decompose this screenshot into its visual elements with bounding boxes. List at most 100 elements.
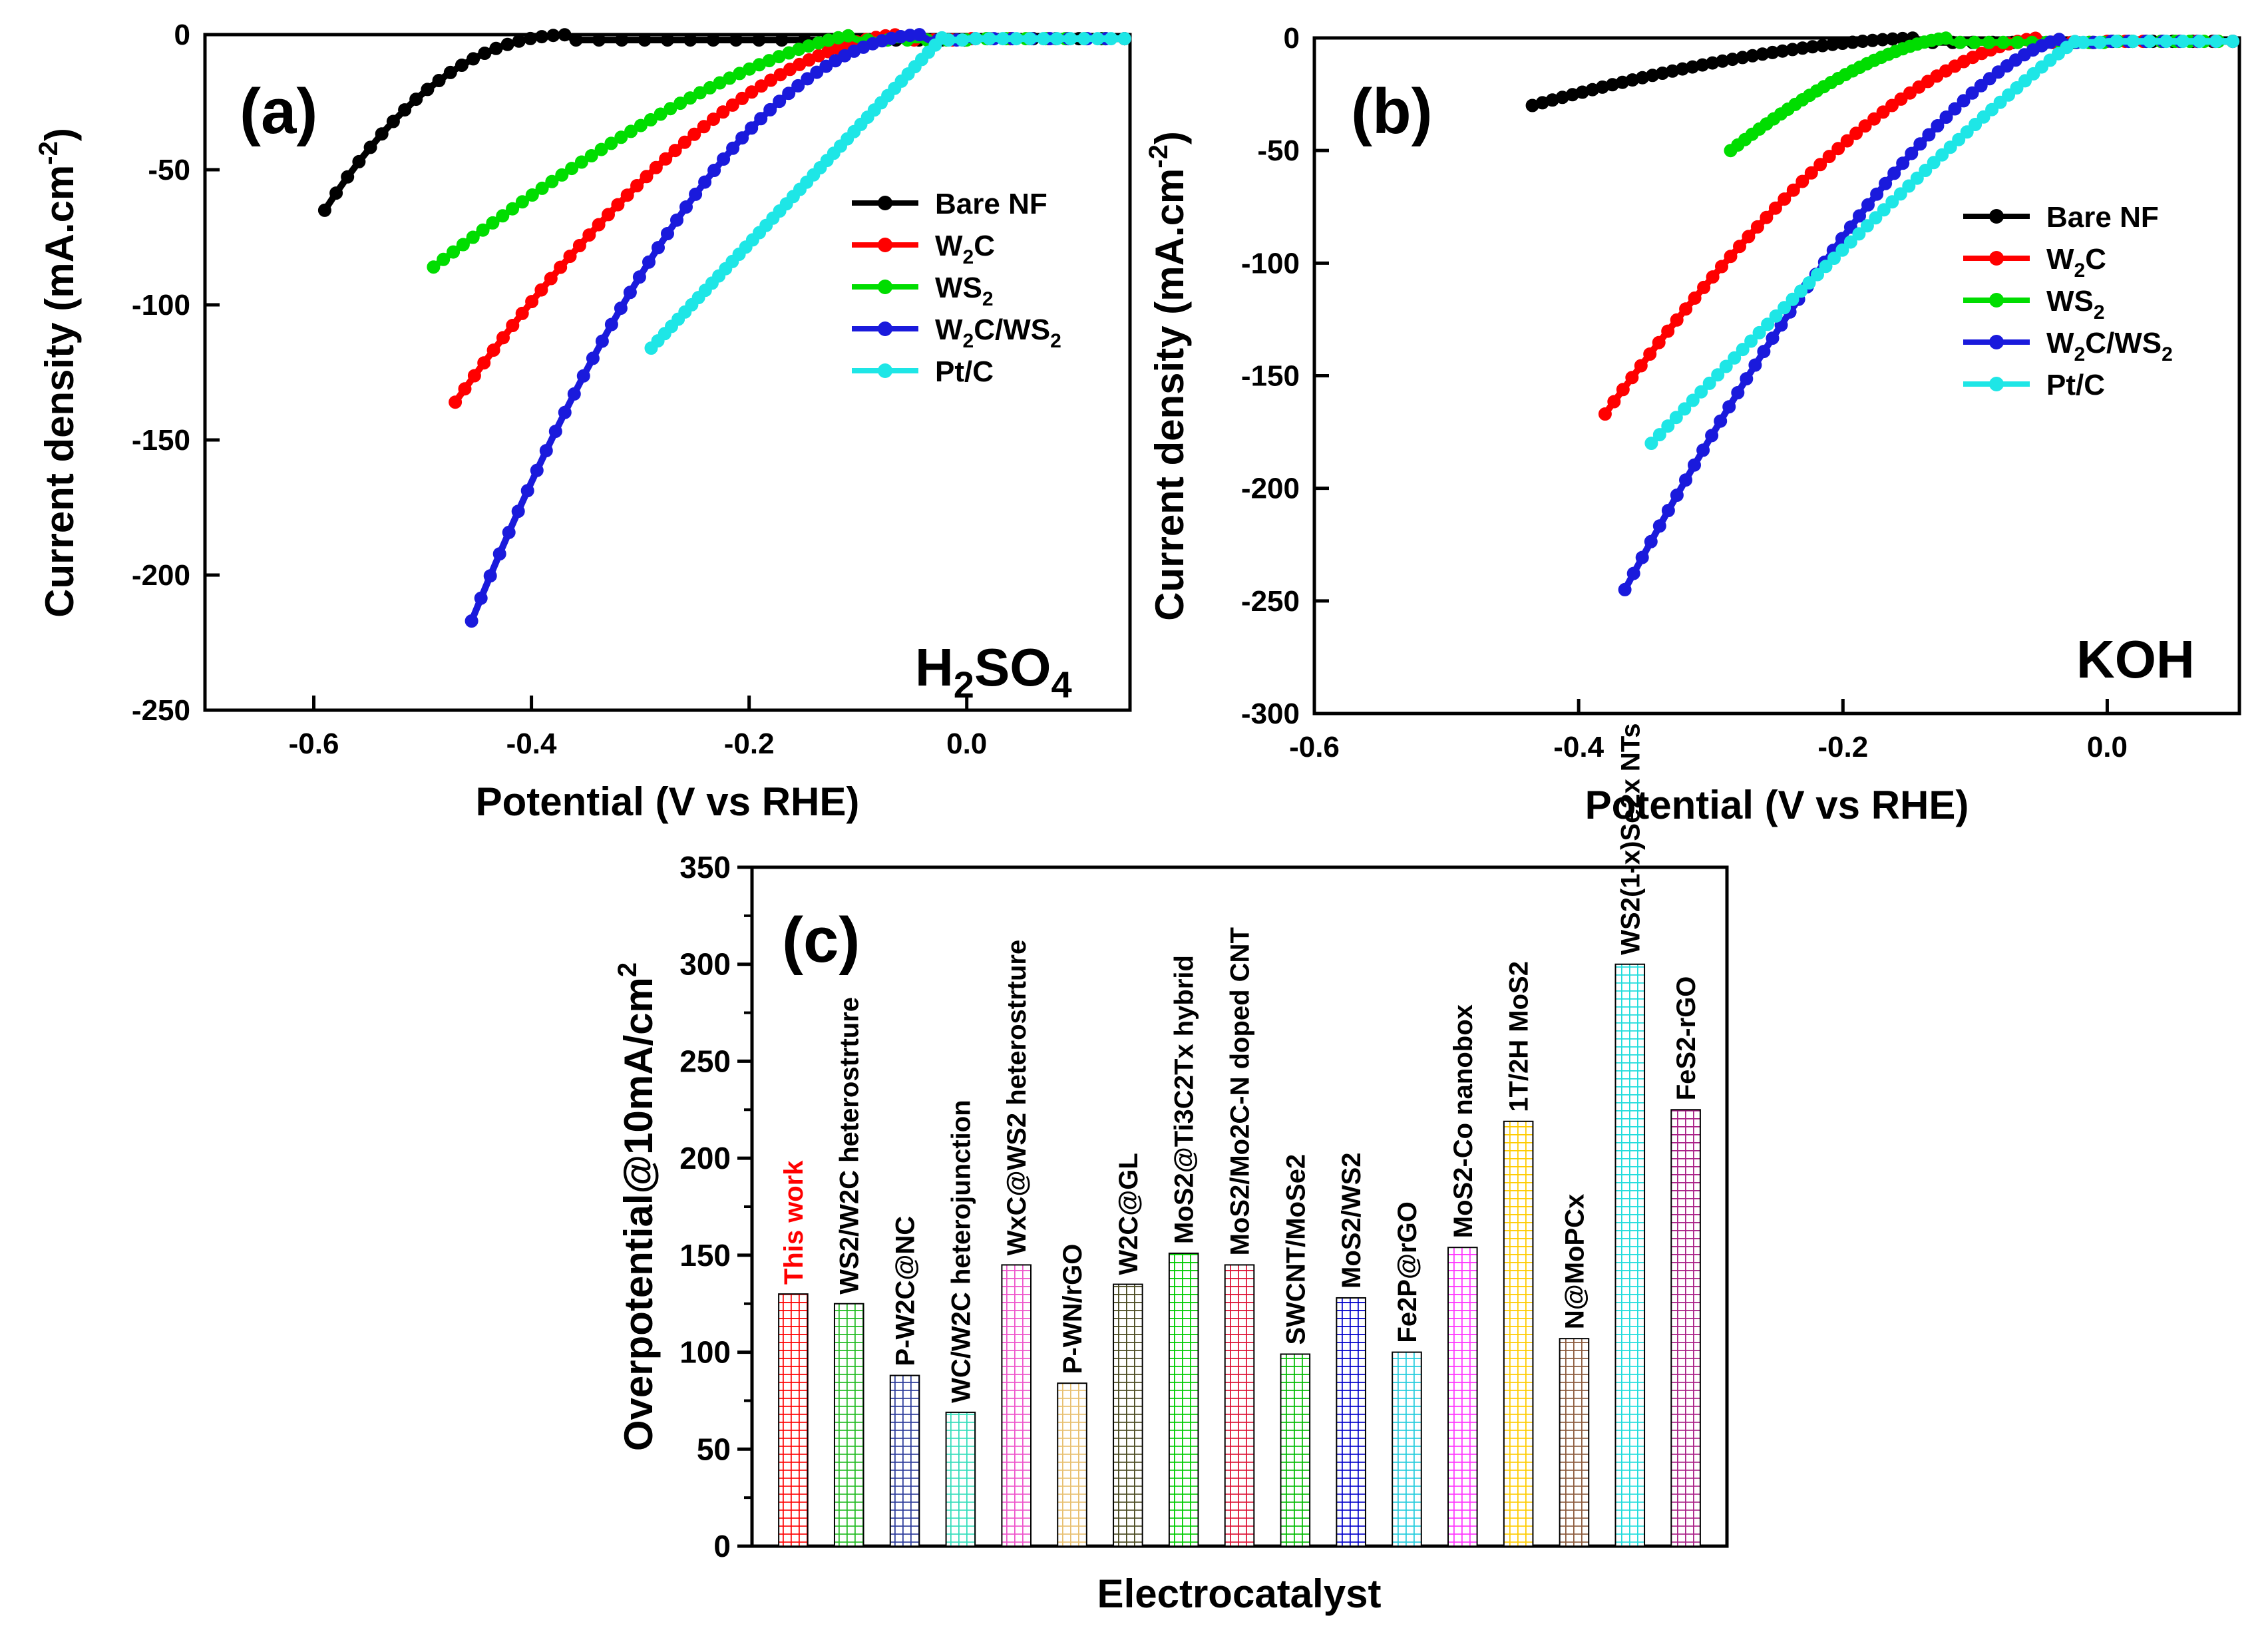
panel-b-legend-marker bbox=[1989, 377, 2004, 391]
panel-b-legend-label: Bare NF bbox=[2046, 201, 2159, 234]
panel-a-data-point bbox=[1023, 32, 1037, 46]
panel-a-y-tick-label: -50 bbox=[148, 154, 190, 186]
panel-a-data-point bbox=[644, 113, 658, 126]
panel-b-data-point bbox=[1778, 301, 1792, 315]
panel-b-data-point bbox=[1943, 140, 1957, 154]
panel-b-ylabel-main: Current density (mA.cm bbox=[1147, 168, 1192, 621]
panel-b-data-point bbox=[1705, 429, 1719, 443]
panel-a-data-point bbox=[955, 33, 969, 47]
panel-b-data-point bbox=[1661, 419, 1675, 433]
panel-b-data-point bbox=[1616, 383, 1630, 397]
panel-c-label: (c) bbox=[782, 905, 860, 976]
panel-a-data-point bbox=[791, 79, 805, 93]
panel-b-data-point bbox=[1827, 252, 1841, 265]
panel-a-data-point bbox=[466, 230, 480, 244]
panel-a-data-point bbox=[409, 93, 423, 106]
panel-a-data-point bbox=[611, 198, 625, 212]
panel-a-data-point bbox=[525, 188, 539, 202]
panel-b-data-point bbox=[2226, 35, 2240, 49]
legend-text-sub: 2 bbox=[963, 330, 974, 352]
panel-b-data-point bbox=[2110, 35, 2124, 49]
legend-text-main: W bbox=[935, 230, 963, 262]
panel-b-data-point bbox=[1679, 302, 1693, 316]
panel-b-data-point bbox=[1902, 179, 1916, 193]
panel-b-data-point bbox=[2010, 35, 2024, 49]
bar-label-p-w2c-nc: P-W2C@NC bbox=[891, 1216, 920, 1366]
panel-a-electrolyte-so: SO bbox=[974, 638, 1051, 697]
panel-b-data-point bbox=[1644, 437, 1658, 450]
panel-b-data-point bbox=[1652, 519, 1666, 533]
panel-a-x-axis-label: Potential (V vs RHE) bbox=[476, 779, 860, 824]
bar-mos2-co-nanobox bbox=[1447, 1247, 1478, 1547]
panel-a-data-point bbox=[569, 33, 583, 47]
panel-a-data-point bbox=[455, 59, 469, 72]
panel-b-data-point bbox=[1757, 345, 1771, 359]
panel-a-data-point bbox=[317, 203, 331, 217]
panel-a-data-point bbox=[421, 83, 435, 97]
panel-b-data-point bbox=[1794, 284, 1807, 298]
panel-a-data-point bbox=[1010, 32, 1024, 46]
panel-b-data-point bbox=[1626, 566, 1640, 580]
panel-a-ylabel-end: ) bbox=[37, 128, 82, 141]
panel-a-data-point bbox=[661, 227, 674, 240]
panel-a-data-point bbox=[615, 33, 629, 47]
panel-a-data-point bbox=[486, 216, 500, 230]
panel-b-data-point bbox=[1819, 260, 1833, 274]
bar-fes2-rgo bbox=[1670, 1109, 1701, 1547]
panel-b-data-point bbox=[1983, 72, 1996, 86]
panel-a-data-point bbox=[754, 112, 768, 126]
panel-a-data-point bbox=[745, 121, 759, 135]
panel-a-ylabel-sup: -2 bbox=[34, 141, 63, 165]
panel-b: 0 -50 -100 -150 -200 -250 -300 -0.6 -0.4 -0.2 0.0… bbox=[1144, 22, 2241, 827]
panel-b-data-point bbox=[2002, 88, 2016, 102]
panel-b-data-point bbox=[1974, 79, 1988, 93]
panel-a-data-point bbox=[546, 29, 560, 43]
panel-a-data-point bbox=[567, 387, 581, 401]
panel-b-data-point bbox=[1711, 368, 1725, 382]
panel-a-data-point bbox=[447, 245, 461, 259]
panel-b-data-point bbox=[1761, 317, 1775, 331]
panel-b-data-point bbox=[1996, 35, 2010, 49]
panel-b-data-point bbox=[1686, 393, 1700, 407]
panel-b-data-point bbox=[1688, 291, 1702, 305]
panel-b-data-point bbox=[1804, 166, 1818, 180]
panel-a-data-point bbox=[707, 164, 721, 177]
panel-b-data-point bbox=[1969, 118, 1983, 131]
panel-b-data-point bbox=[2143, 35, 2157, 49]
panel-a-data-point bbox=[623, 286, 637, 300]
panel-b-electrolyte: KOH bbox=[2076, 630, 2195, 689]
panel-b-data-point bbox=[2052, 33, 2066, 47]
panel-a-data-point bbox=[687, 127, 701, 141]
legend-text-main: Bare NF bbox=[2046, 201, 2159, 234]
panel-a-data-point bbox=[810, 65, 824, 79]
panel-a-data-point bbox=[467, 52, 480, 66]
panel-b-data-point bbox=[1750, 220, 1764, 234]
legend-text-sub: 2 bbox=[982, 288, 994, 310]
bar-label-mos2-co-nanobox: MoS2-Co nanobox bbox=[1449, 1004, 1478, 1238]
panel-a-data-point bbox=[642, 255, 656, 269]
panel-a-data-point bbox=[535, 30, 549, 44]
panel-a-data-point bbox=[620, 188, 634, 202]
legend-text-main: Pt/C bbox=[2046, 369, 2105, 401]
panel-a-data-point bbox=[512, 34, 526, 48]
panel-b-data-point bbox=[1931, 119, 1945, 132]
bar-label-1t-2h-mos2: 1T/2H MoS2 bbox=[1505, 961, 1534, 1112]
bar-n-mopcx bbox=[1559, 1338, 1590, 1547]
panel-b-data-point bbox=[1879, 176, 1893, 190]
panel-a-data-point bbox=[773, 95, 787, 108]
panel-a-data-point bbox=[483, 569, 497, 583]
panel-a-data-point bbox=[775, 33, 789, 47]
panel-a-data-point bbox=[614, 302, 628, 315]
panel-b-data-point bbox=[1752, 325, 1766, 339]
panel-a-data-point bbox=[515, 306, 529, 320]
panel-b-data-point bbox=[1853, 209, 1866, 223]
panel-a-data-point bbox=[458, 382, 472, 396]
panel-a-data-point bbox=[563, 250, 577, 264]
panel-b-data-point bbox=[1778, 192, 1792, 206]
panel-b-data-point bbox=[1696, 443, 1710, 457]
panel-a-electrolyte-h: H bbox=[915, 638, 954, 697]
panel-b-data-point bbox=[2176, 35, 2190, 49]
legend-text-sub: 2 bbox=[2074, 343, 2086, 365]
